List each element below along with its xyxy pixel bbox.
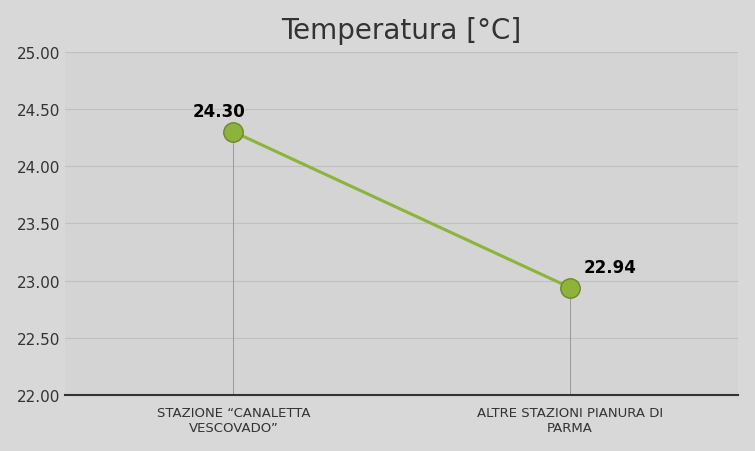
Title: Temperatura [°C]: Temperatura [°C] <box>282 17 522 45</box>
Text: 24.30: 24.30 <box>193 103 245 121</box>
Text: 22.94: 22.94 <box>584 258 636 276</box>
